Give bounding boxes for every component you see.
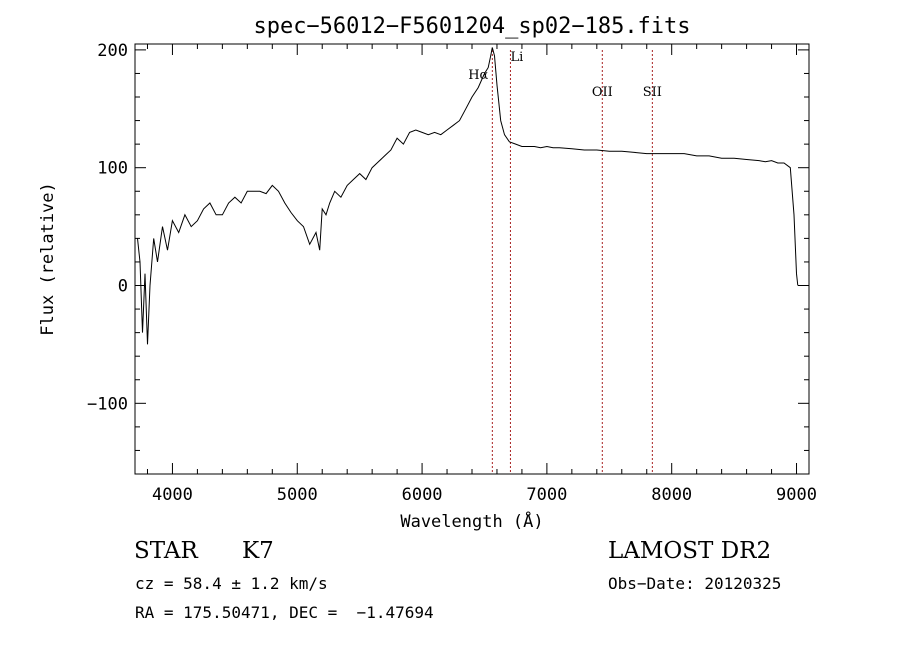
y-axis-label: Flux (relative): [38, 182, 58, 336]
y-tick-label: 200: [97, 41, 128, 61]
y-tick-label: 100: [97, 159, 128, 179]
plot-frame: [134, 43, 810, 475]
x-tick-label: 6000: [402, 485, 443, 505]
spectrum-line: [137, 47, 799, 345]
obs-date: Obs−Date: 20120325: [608, 574, 782, 593]
line-marker-label: Li: [510, 50, 523, 65]
y-tick-label: 0: [118, 277, 128, 297]
x-tick-label: 4000: [152, 485, 193, 505]
x-tick-label: 7000: [526, 485, 567, 505]
line-marker-label: SII: [643, 85, 662, 100]
line-markers: Hα Li OII SII: [468, 50, 662, 474]
x-tick-label: 9000: [776, 485, 817, 505]
object-class: STAR: [134, 538, 198, 564]
redshift-readout: cz = 58.4 ± 1.2 km/s: [135, 574, 328, 593]
chart-title: spec−56012−F5601204_sp02−185.fits: [253, 14, 690, 39]
x-axis-label: Wavelength (Å): [400, 510, 543, 532]
x-tick-label: 8000: [651, 485, 692, 505]
line-marker-label: Hα: [468, 68, 488, 83]
object-subclass: K7: [242, 538, 274, 564]
axis-ticks: 4000 5000 6000 7000 8000 9000 200 100 0 −100: [87, 41, 817, 505]
survey-name: LAMOST DR2: [608, 538, 772, 564]
line-marker-label: OII: [592, 85, 613, 100]
x-tick-label: 5000: [277, 485, 318, 505]
coordinates-readout: RA = 175.50471, DEC = −1.47694: [135, 603, 434, 622]
y-tick-label: −100: [87, 394, 128, 414]
